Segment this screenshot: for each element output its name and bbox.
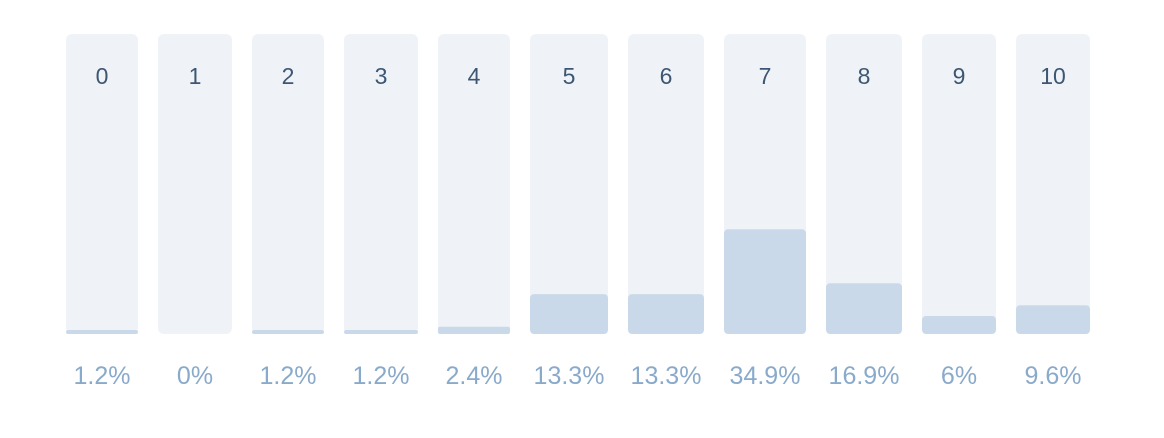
column-track — [438, 34, 510, 334]
value-label: 13.3% — [631, 362, 702, 390]
bar — [1016, 305, 1090, 334]
bar — [922, 316, 996, 334]
column-6: 6 13.3% — [628, 34, 704, 390]
column-track — [530, 34, 608, 334]
column-track — [628, 34, 704, 334]
column-1: 1 0% — [158, 34, 232, 390]
column-0: 0 1.2% — [66, 34, 138, 390]
category-label: 5 — [563, 63, 576, 89]
category-label: 10 — [1040, 63, 1066, 89]
column-track — [922, 34, 996, 334]
column-4: 4 2.4% — [438, 34, 510, 390]
value-label: 6% — [941, 362, 977, 390]
value-label: 1.2% — [260, 362, 317, 390]
value-label: 34.9% — [730, 362, 801, 390]
column-9: 9 6% — [922, 34, 996, 390]
category-label: 9 — [953, 63, 966, 89]
bar — [344, 330, 418, 334]
column-3: 3 1.2% — [344, 34, 418, 390]
column-track — [1016, 34, 1090, 334]
category-label: 6 — [660, 63, 673, 89]
column-10: 10 9.6% — [1016, 34, 1090, 390]
column-track — [344, 34, 418, 334]
bar — [438, 326, 510, 334]
bar — [252, 330, 324, 334]
bar — [628, 294, 704, 334]
category-label: 1 — [189, 63, 202, 89]
column-track — [826, 34, 902, 334]
column-2: 2 1.2% — [252, 34, 324, 390]
column-5: 5 13.3% — [530, 34, 608, 390]
columns-group: 0 1.2% 1 0% 2 1.2% 3 1.2% 4 2.4% 5 13.3% 6 13.3% 7 34.9… — [66, 34, 1090, 390]
column-7: 7 34.9% — [724, 34, 806, 390]
category-label: 8 — [858, 63, 871, 89]
value-label: 13.3% — [534, 362, 605, 390]
bar — [530, 294, 608, 334]
value-label: 2.4% — [446, 362, 503, 390]
bar — [724, 229, 806, 334]
column-track — [158, 34, 232, 334]
value-label: 16.9% — [829, 362, 900, 390]
category-label: 2 — [282, 63, 295, 89]
value-label: 1.2% — [74, 362, 131, 390]
category-label: 0 — [96, 63, 109, 89]
value-label: 0% — [177, 362, 213, 390]
category-label: 3 — [375, 63, 388, 89]
column-track — [66, 34, 138, 334]
category-label: 7 — [759, 63, 772, 89]
value-label: 9.6% — [1025, 362, 1082, 390]
bar — [826, 283, 902, 334]
category-label: 4 — [468, 63, 481, 89]
value-label: 1.2% — [353, 362, 410, 390]
column-track — [252, 34, 324, 334]
bar — [66, 330, 138, 334]
column-8: 8 16.9% — [826, 34, 902, 390]
